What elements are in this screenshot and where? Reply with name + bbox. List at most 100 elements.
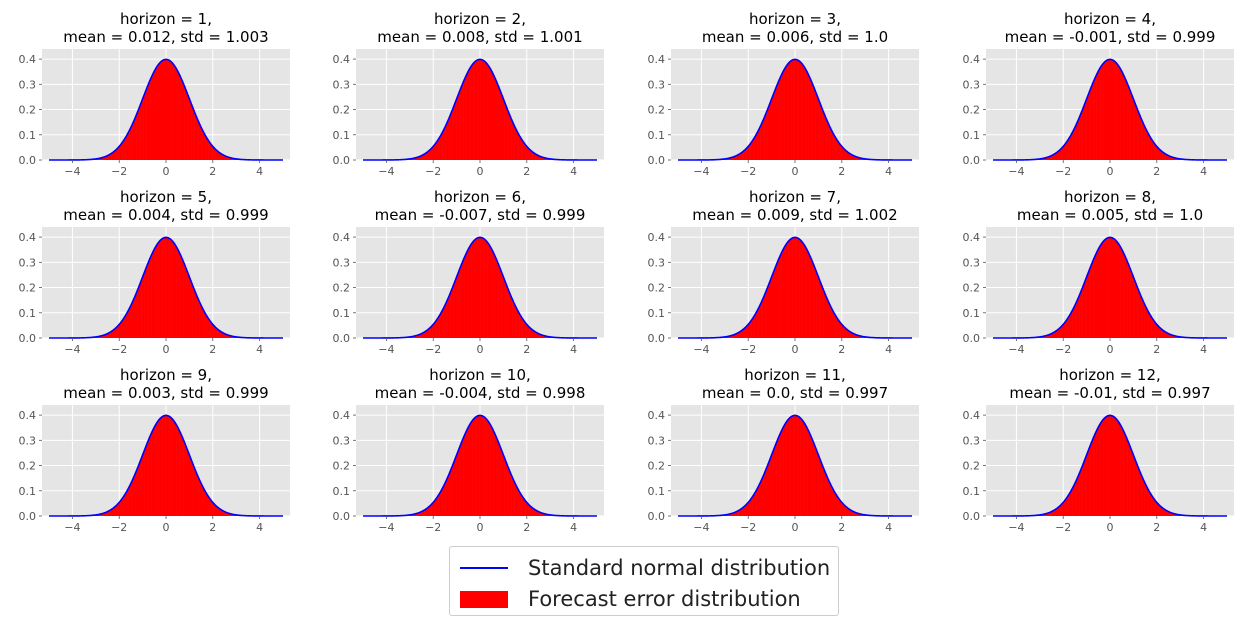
histogram-bar [150,79,152,160]
histogram-bar [738,510,741,516]
histogram-bar [174,245,177,338]
histogram-bar [421,511,423,516]
histogram-bar [512,121,514,160]
y-tick-label: 0.0 [333,332,351,345]
histogram-bar [729,513,731,516]
x-tick-label: 0 [477,165,484,178]
histogram-bar [1053,510,1055,516]
histogram-bar [123,140,125,160]
legend-line-swatch [460,567,508,569]
histogram-bar [474,61,477,160]
histogram-bar [104,512,107,516]
histogram-bar [828,124,830,160]
histogram-bar [1073,129,1075,160]
histogram-bar [119,500,122,516]
histogram-bar [503,280,506,338]
histogram-bar [755,312,758,338]
y-tick-label: 0.4 [333,409,351,422]
histogram-bar [151,431,154,516]
histogram-bar [498,265,500,338]
subplot-title-line1: horizon = 9, [120,366,212,384]
histogram-bar [792,415,794,516]
histogram-bar [531,507,533,516]
histogram-bar [227,156,229,160]
histogram-bar [1139,117,1142,160]
histogram-bar [1144,484,1147,516]
normal-curve [993,414,1227,517]
histogram-bar [1135,105,1137,160]
histogram-bar [737,510,739,516]
histogram-bar [805,425,807,516]
histogram-bar [433,500,436,516]
histogram-bar [423,154,425,160]
histogram-bar [752,495,755,516]
histogram-bar [844,327,847,338]
y-tick-label: 0.4 [963,53,981,66]
histogram-bar [808,75,811,160]
histogram-bar [1158,326,1161,338]
histogram-bar [1163,330,1165,338]
histogram-bar [833,311,835,338]
histogram-bar [812,440,814,516]
histogram-bar [1138,291,1141,338]
histogram-bar [158,64,160,160]
x-tick-label: 0 [1107,165,1114,178]
histogram-bar [116,149,118,160]
y-tick-label: 0.0 [963,332,981,345]
histogram-bar [1116,63,1118,160]
histogram-bar [1089,89,1092,160]
histogram-bar [147,84,150,160]
x-tick-label: 0 [792,521,799,534]
histogram-bar [822,111,825,160]
histogram-bar [1107,59,1109,161]
x-tick-label: −2 [740,343,756,356]
histogram-bar [136,114,138,160]
histogram-bar [515,129,518,160]
histogram-bar [526,502,528,516]
histogram-bar [857,335,860,338]
histogram-bar [754,136,757,160]
subplot-title-line2: mean = 0.008, std = 1.001 [377,28,582,46]
histogram-bar [1070,134,1073,160]
histogram-bar [493,254,495,338]
histogram-bar [228,335,231,338]
histogram-bar [484,239,486,338]
x-tick-label: 2 [1153,165,1160,178]
histogram-bar [166,237,169,338]
histogram-bar [1095,75,1097,160]
histogram-bar [843,148,846,160]
y-tick-label: 0.0 [648,154,666,167]
histogram-bar [542,513,545,516]
histogram-bar [836,140,839,160]
y-tick-label: 0.4 [648,53,666,66]
histogram-bar [417,512,420,516]
histogram-bar [456,99,458,160]
histogram-bar [825,473,827,516]
histogram-bar [502,455,505,516]
histogram-bar [467,71,470,160]
x-tick-label: 2 [209,521,216,534]
histogram-bar [735,512,737,516]
histogram-bar [1101,65,1103,160]
histogram-bar [472,241,474,338]
histogram-bar [1125,259,1128,338]
histogram-bar [117,325,120,338]
histogram-bar [150,256,152,338]
histogram-bar [819,102,821,160]
histogram-bar [447,119,450,160]
histogram-bar [514,305,516,338]
histogram-bar [102,513,104,516]
histogram-bar [198,121,200,160]
histogram-bar [1113,416,1115,516]
histogram-bar [1118,423,1121,516]
histogram-bar [829,484,832,516]
histogram-bar [108,332,110,338]
histogram-bar [1097,70,1100,160]
histogram-bar [785,67,787,160]
histogram-bar [823,113,826,160]
histogram-bar [1042,514,1045,516]
histogram-bar [535,510,538,516]
histogram-bar [1075,480,1078,516]
histogram-bar [1135,461,1137,516]
